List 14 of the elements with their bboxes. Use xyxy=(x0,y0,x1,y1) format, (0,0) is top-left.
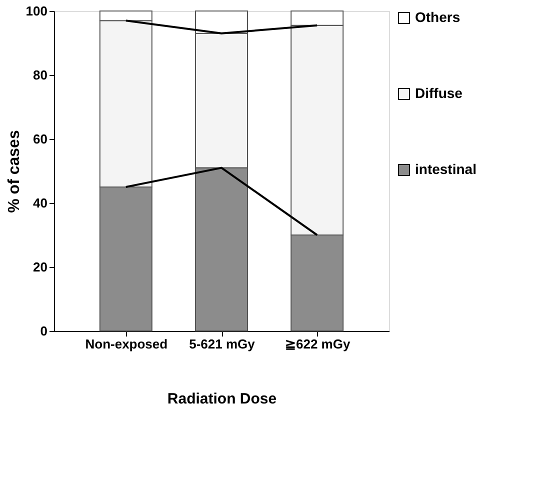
x-tick-label: Non-exposed xyxy=(85,336,168,352)
y-tick-label: 100 xyxy=(26,4,48,18)
x-axis-title: Radiation Dose xyxy=(167,390,277,408)
x-tick-label: 5-621 mGy xyxy=(189,336,256,352)
text: Diffuse xyxy=(415,85,463,101)
legend-label: intestinal xyxy=(415,161,476,177)
y-tick-label: 20 xyxy=(33,260,48,274)
y-tick-label: 60 xyxy=(33,132,48,146)
y-tick-label: 40 xyxy=(33,196,48,210)
y-axis-title: % of cases xyxy=(6,130,23,213)
y-tick-label: 0 xyxy=(40,324,48,338)
y-tick-label: 80 xyxy=(33,68,48,82)
text: Others xyxy=(415,9,460,25)
x-tick-label: ≧622 mGy xyxy=(284,336,351,352)
